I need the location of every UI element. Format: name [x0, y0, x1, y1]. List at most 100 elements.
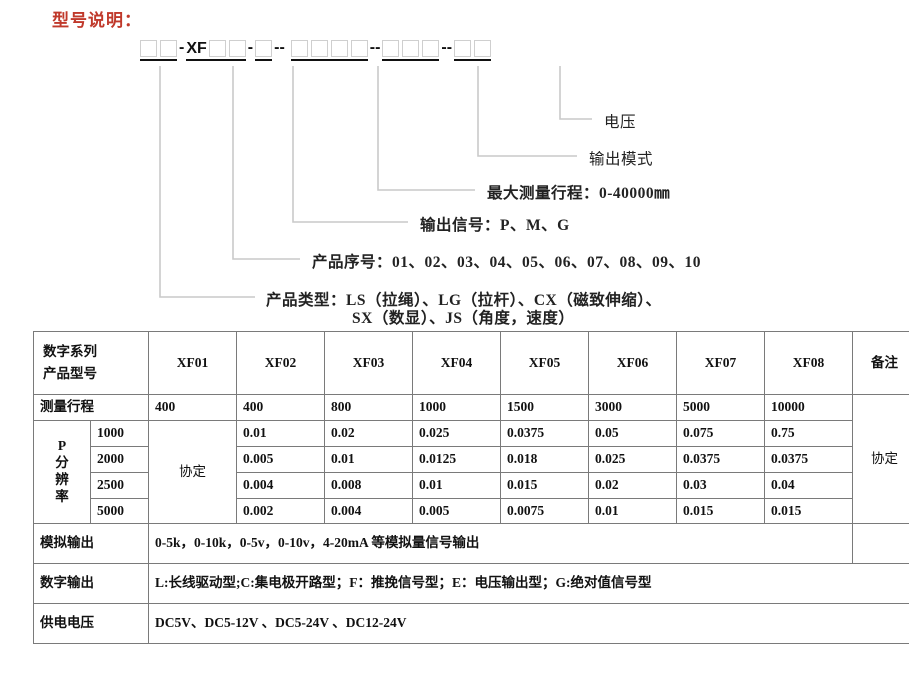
- res-2000-xf06: 0.025: [588, 445, 677, 473]
- row-label-analog-output: 模拟输出: [33, 523, 149, 565]
- res-5000-xf08: 0.015: [764, 497, 853, 525]
- code-separator: -: [179, 39, 185, 56]
- res-5000-xf02: 0.002: [236, 497, 325, 525]
- resolution-bits-2500: 2500: [90, 471, 149, 499]
- table-row-measuring-range: 测量行程 400 400 800 1000 1500 3000 5000 100…: [33, 393, 909, 525]
- res-5000-xf06: 0.01: [588, 497, 677, 525]
- table-row-supply-voltage: 供电电压 DC5V、DC5-12V 、DC5-24V 、DC12-24V: [33, 603, 909, 645]
- leader-output-signal: [292, 66, 408, 223]
- annotation-product-type-line2: SX（数显）、JS（角度，速度）: [352, 310, 575, 327]
- code-box: [160, 39, 177, 57]
- res-2000-xf07: 0.0375: [676, 445, 765, 473]
- code-literal-xf: XF: [186, 39, 207, 57]
- table-header-row: 数字系列 产品型号 XF01 XF02 XF03 XF04 XF05 XF06 …: [33, 331, 909, 395]
- range-xf07: 5000: [676, 394, 765, 421]
- code-underline: [255, 59, 273, 61]
- header-cell-remark: 备注: [852, 331, 909, 395]
- res-2500-xf02: 0.004: [236, 471, 325, 499]
- range-xf02: 400: [236, 394, 325, 421]
- code-box: [140, 39, 157, 57]
- res-1000-xf05: 0.0375: [500, 419, 589, 447]
- code-box: [310, 39, 328, 57]
- res-2500-xf04: 0.01: [412, 471, 501, 499]
- code-underline: [382, 59, 440, 61]
- spec-table-wrap: 数字系列 产品型号 XF01 XF02 XF03 XF04 XF05 XF06 …: [33, 331, 909, 645]
- code-box: [255, 39, 273, 57]
- res-1000-xf02: 0.01: [236, 419, 325, 447]
- code-separator: --: [441, 39, 453, 56]
- resolution-char-bian: 辨: [55, 472, 69, 488]
- range-xf03: 800: [324, 394, 413, 421]
- row-label-digital-output: 数字输出: [33, 563, 149, 605]
- code-group-output-signal: [255, 38, 273, 61]
- code-separator: --: [274, 39, 285, 56]
- table-row-resolution-1000: P 分 辨 率 1000 协定 0.01 0.02 0.025 0.0375 0…: [33, 419, 909, 525]
- annotation-product-serial: 产品序号：01、02、03、04、05、06、07、08、09、10: [312, 254, 702, 271]
- code-box: [422, 39, 440, 57]
- res-2000-xf08: 0.0375: [764, 445, 853, 473]
- res-2500-xf07: 0.03: [676, 471, 765, 499]
- annotation-voltage: 电压: [604, 114, 637, 131]
- res-5000-xf03: 0.004: [324, 497, 413, 525]
- res-2000-xf02: 0.005: [236, 445, 325, 473]
- range-xf06: 3000: [588, 394, 677, 421]
- res-1000-xf06: 0.05: [588, 419, 677, 447]
- range-xf05: 1500: [500, 394, 589, 421]
- table-row-resolution-2500: 2500 0.004 0.008 0.01 0.015 0.02 0.03 0.…: [34, 471, 909, 499]
- table-row-resolution-5000: 5000 0.002 0.004 0.005 0.0075 0.01 0.015…: [34, 497, 909, 525]
- range-xf04: 1000: [412, 394, 501, 421]
- code-box: [228, 39, 246, 57]
- res-1000-xf04: 0.025: [412, 419, 501, 447]
- code-group-product-type: [140, 38, 177, 61]
- header-cell-xf05: XF05: [500, 331, 589, 395]
- resolution-char-fen: 分: [55, 455, 69, 471]
- header-cell-xf02: XF02: [236, 331, 325, 395]
- res-2000-xf05: 0.018: [500, 445, 589, 473]
- res-1000-xf08: 0.75: [764, 419, 853, 447]
- leader-max-range: [377, 66, 475, 191]
- header-series-line1: 数字系列: [43, 344, 97, 360]
- code-underline: [290, 59, 368, 61]
- spec-table: 数字系列 产品型号 XF01 XF02 XF03 XF04 XF05 XF06 …: [33, 331, 909, 645]
- res-2500-xf05: 0.015: [500, 471, 589, 499]
- code-box: [208, 39, 226, 57]
- code-box: [350, 39, 368, 57]
- header-cell-xf03: XF03: [324, 331, 413, 395]
- res-1000-xf07: 0.075: [676, 419, 765, 447]
- res-5000-xf04: 0.005: [412, 497, 501, 525]
- code-group-output-mode: [382, 38, 440, 61]
- res-2500-xf03: 0.008: [324, 471, 413, 499]
- res-5000-xf05: 0.0075: [500, 497, 589, 525]
- table-row-analog-output: 模拟输出 0-5k，0-10k，0-5v，0-10v，4-20mA 等模拟量信号…: [33, 523, 909, 565]
- value-digital-output: L:长线驱动型;C:集电极开路型；F：推挽信号型；E：电压输出型；G:绝对值信号…: [148, 563, 909, 605]
- leader-output-mode: [477, 66, 577, 157]
- leader-lines: [159, 66, 592, 298]
- res-2000-xf03: 0.01: [324, 445, 413, 473]
- remark-merged-cell: 协定: [852, 393, 909, 525]
- value-analog-output: 0-5k，0-10k，0-5v，0-10v，4-20mA 等模拟量信号输出: [148, 523, 853, 565]
- code-underline: [186, 59, 246, 61]
- annotation-max-range: 最大测量行程：0-40000㎜: [487, 185, 671, 202]
- table-row-digital-output: 数字输出 L:长线驱动型;C:集电极开路型；F：推挽信号型；E：电压输出型；G:…: [33, 563, 909, 605]
- code-underline: [140, 59, 177, 61]
- res-2000-xf04: 0.0125: [412, 445, 501, 473]
- header-cell-xf08: XF08: [764, 331, 853, 395]
- code-group-serial: XF: [186, 38, 246, 61]
- leader-voltage: [559, 66, 592, 120]
- header-series-line2: 产品型号: [43, 366, 97, 381]
- header-cell-xf04: XF04: [412, 331, 501, 395]
- code-box: [474, 39, 492, 57]
- resolution-xf01-merged: 协定: [148, 419, 237, 525]
- leader-product-type: [159, 66, 255, 298]
- res-2500-xf06: 0.02: [588, 471, 677, 499]
- annotation-output-mode: 输出模式: [589, 151, 654, 168]
- resolution-char-lv: 率: [55, 489, 69, 504]
- leader-product-serial: [232, 66, 300, 260]
- code-group-max-range: [290, 38, 368, 61]
- header-cell-series: 数字系列 产品型号: [33, 331, 149, 395]
- value-supply-voltage: DC5V、DC5-12V 、DC5-24V 、DC12-24V: [148, 603, 909, 645]
- range-xf08: 10000: [764, 394, 853, 421]
- model-code-pattern: - XF - -- --: [140, 38, 492, 64]
- header-cell-xf06: XF06: [588, 331, 677, 395]
- row-label-resolution: P 分 辨 率: [33, 419, 91, 525]
